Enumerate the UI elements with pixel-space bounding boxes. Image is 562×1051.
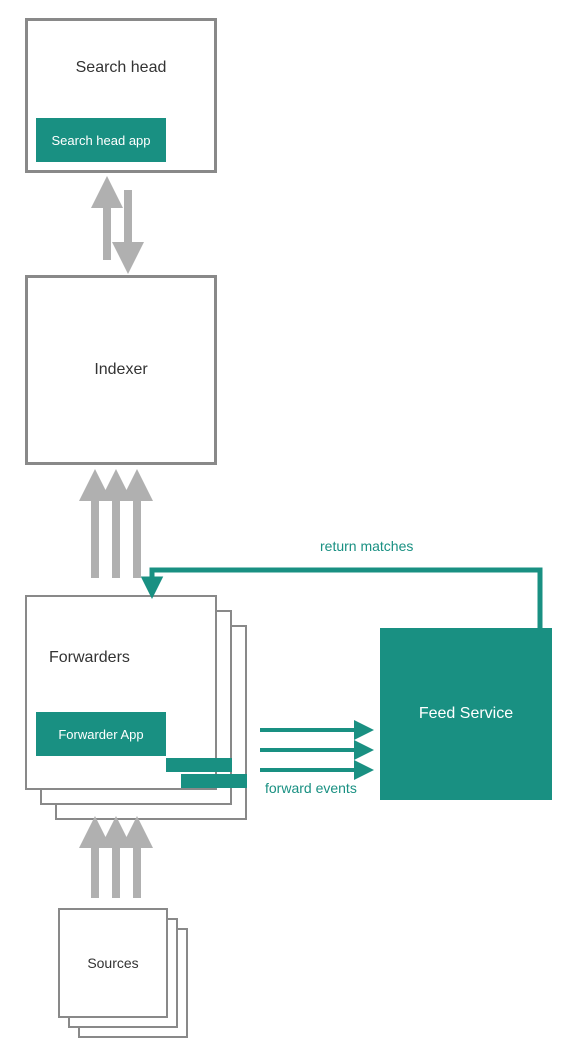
node-indexer: Indexer — [25, 275, 217, 465]
search-head-app: Search head app — [36, 118, 166, 162]
forwarder-app-strip-3 — [181, 774, 247, 788]
forwarder-app-label: Forwarder App — [58, 727, 143, 742]
search-head-app-label: Search head app — [51, 133, 150, 148]
node-feed-service: Feed Service — [380, 628, 552, 800]
indexer-title: Indexer — [94, 361, 147, 379]
sources-title: Sources — [87, 955, 138, 971]
return-matches-label: return matches — [320, 538, 413, 554]
forwarder-app: Forwarder App — [36, 712, 166, 756]
forward-events-label: forward events — [265, 780, 357, 796]
forwarders-title: Forwarders — [49, 649, 130, 667]
node-sources: Sources — [58, 908, 168, 1018]
forwarder-app-strip-2 — [166, 758, 232, 772]
feed-service-title: Feed Service — [419, 705, 513, 723]
search-head-title: Search head — [76, 59, 167, 77]
